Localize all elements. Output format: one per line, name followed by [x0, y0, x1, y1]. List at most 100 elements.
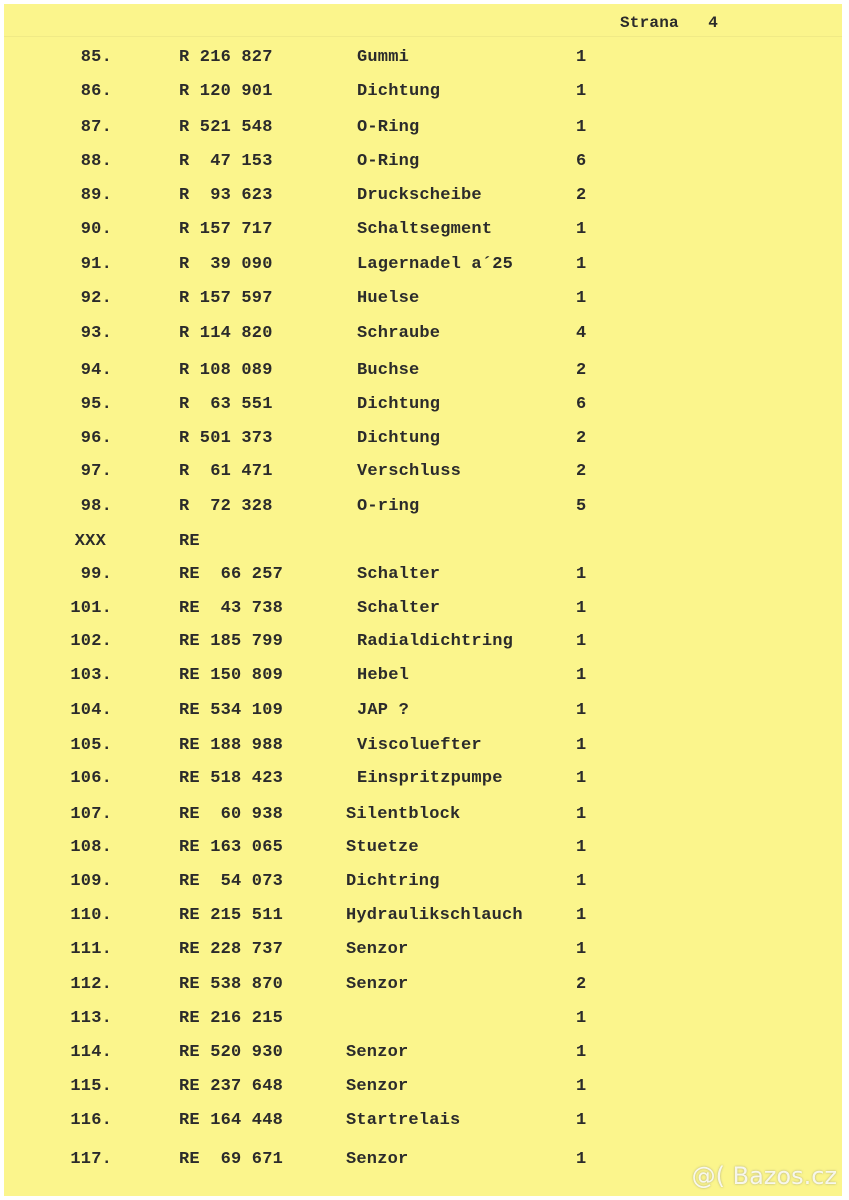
row-number: 114. — [70, 1043, 112, 1062]
part-description: Druckscheibe — [357, 186, 482, 205]
quantity: 2 — [576, 429, 587, 448]
part-code: R 63 551 — [179, 395, 273, 414]
part-code: R 120 901 — [179, 82, 273, 101]
row-number: 95. — [80, 395, 112, 414]
row-number: 94. — [80, 361, 112, 380]
quantity: 1 — [576, 82, 587, 101]
part-code: RE 66 257 — [179, 565, 284, 584]
part-code: R 39 090 — [179, 255, 273, 274]
part-code: RE 216 215 — [179, 1009, 284, 1028]
part-code: R 61 471 — [179, 462, 273, 481]
part-description: Dichtring — [346, 872, 440, 891]
row-number: 109. — [70, 872, 112, 891]
quantity: 1 — [576, 1111, 587, 1130]
part-code: RE 534 109 — [179, 701, 284, 720]
part-description: Senzor — [346, 1077, 409, 1096]
quantity: 5 — [576, 497, 587, 516]
row-number: 110. — [70, 906, 112, 925]
part-description: Schalter — [357, 599, 441, 618]
quantity: 1 — [576, 838, 587, 857]
row-number: 102. — [70, 632, 112, 651]
quantity: 1 — [576, 769, 587, 788]
part-code: RE 150 809 — [179, 666, 284, 685]
quantity: 1 — [576, 48, 587, 67]
part-description: Stuetze — [346, 838, 419, 857]
part-code: RE 43 738 — [179, 599, 284, 618]
part-code: RE 520 930 — [179, 1043, 284, 1062]
part-code: RE 163 065 — [179, 838, 284, 857]
row-number: 108. — [70, 838, 112, 857]
row-number: 89. — [80, 186, 112, 205]
quantity: 1 — [576, 289, 587, 308]
row-number: 99. — [80, 565, 112, 584]
quantity: 1 — [576, 565, 587, 584]
row-number: 104. — [70, 701, 112, 720]
quantity: 1 — [576, 220, 587, 239]
divider — [4, 36, 842, 37]
part-code: R 47 153 — [179, 152, 273, 171]
row-number: 90. — [80, 220, 112, 239]
part-description: JAP ? — [357, 701, 410, 720]
part-description: Senzor — [346, 1043, 409, 1062]
quantity: 1 — [576, 632, 587, 651]
part-description: Hydraulikschlauch — [346, 906, 523, 925]
quantity: 1 — [576, 701, 587, 720]
watermark-logo: @( Bazos.cz — [691, 1162, 837, 1190]
part-description: Viscoluefter — [357, 736, 482, 755]
quantity: 1 — [576, 1009, 587, 1028]
row-number: 111. — [70, 940, 112, 959]
row-number: 86. — [80, 82, 112, 101]
row-number: 106. — [70, 769, 112, 788]
part-code: R 501 373 — [179, 429, 273, 448]
row-number: 98. — [80, 497, 112, 516]
quantity: 1 — [576, 1150, 587, 1169]
row-number: 112. — [70, 975, 112, 994]
row-number: 96. — [80, 429, 112, 448]
quantity: 6 — [576, 395, 587, 414]
part-code: R 216 827 — [179, 48, 273, 67]
part-code: R 114 820 — [179, 324, 273, 343]
part-description: Dichtung — [357, 82, 441, 101]
part-description: Silentblock — [346, 805, 461, 824]
part-code: RE 518 423 — [179, 769, 284, 788]
quantity: 1 — [576, 805, 587, 824]
part-description: O-ring — [357, 497, 420, 516]
row-number: 107. — [70, 805, 112, 824]
quantity: 1 — [576, 906, 587, 925]
part-code: RE 185 799 — [179, 632, 284, 651]
row-number: 105. — [70, 736, 112, 755]
quantity: 1 — [576, 255, 587, 274]
row-number: 103. — [70, 666, 112, 685]
part-description: Huelse — [357, 289, 420, 308]
page-number: 4 — [708, 14, 719, 32]
row-number: 93. — [80, 324, 112, 343]
row-number: 85. — [80, 48, 112, 67]
part-description: Verschluss — [357, 462, 462, 481]
part-description: Dichtung — [357, 395, 441, 414]
part-description: Senzor — [346, 1150, 409, 1169]
row-number: 92. — [80, 289, 112, 308]
part-description: Schalter — [357, 565, 441, 584]
page-header: Strana 4 — [620, 13, 718, 33]
part-code: RE 228 737 — [179, 940, 284, 959]
part-code: R 157 717 — [179, 220, 273, 239]
row-number: 88. — [80, 152, 112, 171]
part-description: Schraube — [357, 324, 441, 343]
row-number: 117. — [70, 1150, 112, 1169]
row-number: 97. — [80, 462, 112, 481]
part-description: O-Ring — [357, 152, 420, 171]
part-code: RE 215 511 — [179, 906, 284, 925]
part-description: Startrelais — [346, 1111, 461, 1130]
part-description: Einspritzpumpe — [357, 769, 503, 788]
paper-page — [4, 4, 842, 1196]
quantity: 1 — [576, 872, 587, 891]
part-code: RE 188 988 — [179, 736, 284, 755]
part-description: Senzor — [346, 975, 409, 994]
part-code: RE 538 870 — [179, 975, 284, 994]
part-code: RE — [179, 532, 200, 551]
part-code: RE 54 073 — [179, 872, 284, 891]
part-code: R 521 548 — [179, 118, 273, 137]
quantity: 1 — [576, 666, 587, 685]
part-code: RE 164 448 — [179, 1111, 284, 1130]
part-description: Buchse — [357, 361, 420, 380]
